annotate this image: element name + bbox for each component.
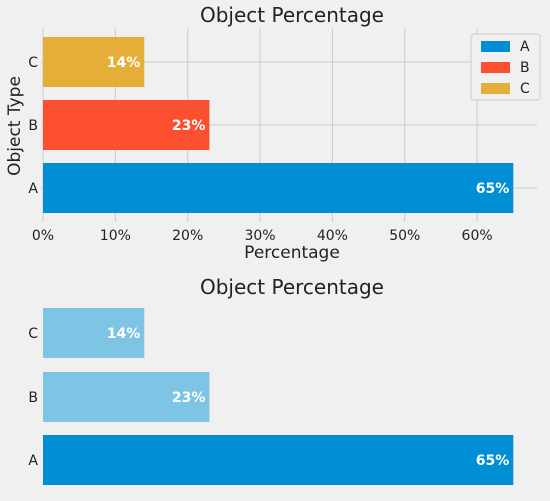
legend-swatch — [481, 62, 510, 73]
top-y-axis-label: Object Type — [5, 76, 25, 176]
bar-value-label: 65% — [476, 453, 510, 469]
y-tick-label: B — [28, 118, 38, 134]
top-chart-title: Object Percentage — [200, 3, 384, 27]
y-tick-label: A — [28, 453, 38, 469]
x-tick-label: 10% — [100, 228, 131, 244]
bottom-bars: 65% 23% 14% — [43, 308, 514, 485]
bottom-chart: 65% 23% 14% A B C Object Percentage — [28, 275, 537, 493]
top-x-ticks: 0% 10% 20% 30% 40% 50% 60% — [32, 228, 493, 244]
y-tick-label: C — [28, 326, 38, 342]
bottom-chart-title: Object Percentage — [200, 275, 384, 299]
bar-a — [43, 163, 514, 213]
y-tick-label: C — [28, 55, 38, 71]
bar-value-label: 23% — [172, 390, 206, 406]
bar-c — [43, 37, 145, 87]
legend-label: B — [520, 60, 530, 76]
legend-swatch — [481, 83, 510, 94]
bar-value-label: 14% — [107, 55, 141, 71]
legend-label: C — [520, 81, 530, 97]
legend: ABC — [470, 33, 541, 101]
bar-c — [43, 308, 145, 358]
x-tick-label: 30% — [244, 228, 275, 244]
legend-swatch — [481, 41, 510, 52]
top-x-axis-label: Percentage — [244, 243, 340, 263]
y-tick-label: B — [28, 390, 38, 406]
bar-value-label: 14% — [107, 326, 141, 342]
top-y-ticks: A B C — [28, 55, 38, 197]
bar-b — [43, 100, 210, 150]
top-chart: 65%23%14% 0% 10% 20% 30% 40% 50% 60% ABC Objec… — [5, 3, 541, 263]
bottom-y-ticks: A B C — [28, 326, 38, 469]
bar-a — [43, 435, 514, 485]
bar-b — [43, 372, 210, 422]
x-tick-label: 40% — [317, 228, 348, 244]
x-tick-label: 0% — [32, 228, 54, 244]
x-tick-label: 20% — [172, 228, 203, 244]
bar-value-label: 65% — [476, 181, 510, 197]
y-tick-label: A — [28, 181, 38, 197]
bar-value-label: 23% — [172, 118, 206, 134]
top-bars: 65% 23% 14% — [43, 37, 514, 213]
x-tick-label: 60% — [462, 228, 493, 244]
legend-label: A — [520, 39, 530, 55]
x-tick-label: 50% — [389, 228, 420, 244]
